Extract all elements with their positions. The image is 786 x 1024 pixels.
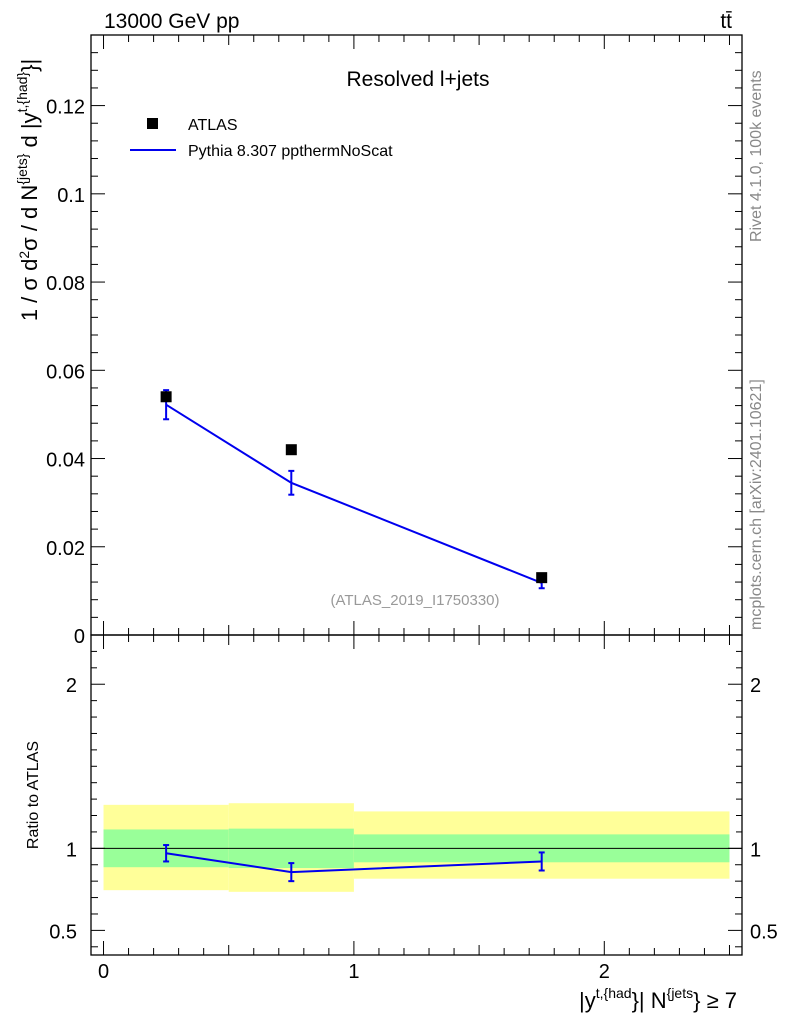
legend: ATLAS Pythia 8.307 ppthermNoScat — [130, 117, 393, 160]
ratio-uncertainty-bands — [103, 803, 730, 892]
main-y-tick-label: 0.1 — [57, 185, 85, 207]
xlabel-part: }| N — [632, 988, 667, 1013]
main-y-axis-title: 1 / σ d2σ / d N{jets} d |yt,{had}}| — [14, 59, 42, 321]
ylabel-part: {jets} — [14, 153, 30, 184]
mcplots-label: mcplots.cern.ch [arXiv:2401.10621] — [748, 379, 765, 630]
legend-pythia-label: Pythia 8.307 ppthermNoScat — [188, 143, 393, 160]
atlas-data-point — [160, 391, 172, 403]
ratio-y-tick-label-right: 1 — [750, 839, 761, 861]
main-y-tick-label: 0.06 — [46, 361, 85, 383]
ylabel-part: d |y — [17, 112, 42, 153]
ratio-x-tick-labels: 0 1 2 — [98, 961, 610, 983]
ratio-axis-ticks — [91, 635, 742, 955]
legend-atlas-label: ATLAS — [188, 117, 238, 134]
ylabel-part: t,{had} — [14, 72, 30, 113]
ratio-y-tick-label-right: 0.5 — [750, 921, 778, 943]
ratio-x-tick-label: 2 — [599, 961, 610, 983]
x-axis-title: |yt,{had}| N{jets} ≥ 7 — [579, 985, 737, 1013]
main-y-tick-label: 0 — [74, 626, 85, 648]
ratio-panel: 0.5 0.5 1 1 2 2 0 1 2 Ratio to ATLAS |yt,{had}|… — [25, 634, 778, 1013]
ratio-x-tick-label: 0 — [98, 961, 109, 983]
xlabel-part: |y — [579, 988, 596, 1013]
ratio-data-layer — [163, 844, 545, 883]
xlabel-part: t,{had — [596, 985, 632, 1001]
xlabel-part: {jets — [667, 985, 693, 1001]
rivet-version-label: Rivet 4.1.0, 100k events — [748, 70, 765, 242]
ratio-x-tick-label: 1 — [348, 961, 359, 983]
ratio-y-axis-title: Ratio to ATLAS — [25, 741, 42, 849]
ratio-y-tick-label: 0.5 — [49, 921, 77, 943]
main-axis-ticks — [91, 34, 742, 636]
pythia-curve — [165, 403, 543, 584]
ratio-y-tick-label: 2 — [66, 675, 77, 697]
main-data-layer — [160, 389, 548, 590]
main-y-tick-label: 0.02 — [46, 538, 85, 560]
main-y-tick-label: 0.12 — [46, 97, 85, 119]
ylabel-part: 2 — [16, 251, 32, 259]
ylabel-part: σ / d N — [17, 185, 42, 251]
process-label: tt̄ — [720, 10, 732, 33]
main-y-tick-label: 0.08 — [46, 273, 85, 295]
collision-energy-label: 13000 GeV pp — [104, 10, 239, 33]
atlas-data-point — [536, 572, 548, 584]
xlabel-part: } ≥ 7 — [693, 988, 737, 1013]
ratio-y-tick-label-right: 2 — [750, 675, 761, 697]
ylabel-part: 1 / σ d — [17, 259, 42, 322]
legend-atlas-marker — [147, 118, 158, 129]
ratio-plot-frame — [90, 634, 743, 956]
ratio-y-tick-label: 1 — [66, 839, 77, 861]
main-panel: 0 0.02 0.04 0.06 0.08 0.1 0.12 Resolved l+jets… — [14, 34, 743, 648]
main-y-tick-labels: 0 0.02 0.04 0.06 0.08 0.1 0.12 — [46, 97, 85, 648]
atlas-data-point — [285, 444, 297, 456]
main-y-tick-label: 0.04 — [46, 450, 85, 472]
analysis-label: (ATLAS_2019_I1750330) — [330, 592, 499, 609]
ratio-y-tick-labels: 0.5 0.5 1 1 2 2 — [49, 675, 778, 943]
ylabel-part: }| — [17, 59, 42, 72]
plot-title: Resolved l+jets — [347, 68, 490, 91]
